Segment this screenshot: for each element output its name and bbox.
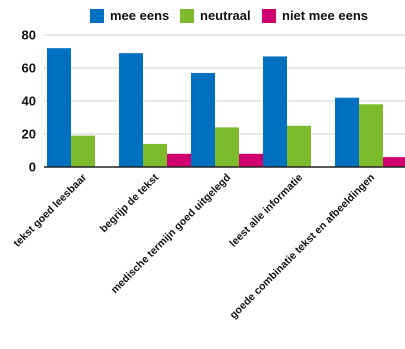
bar-mee-eens-4	[335, 97, 359, 167]
bar-mee-eens-3	[263, 56, 287, 168]
bar-neutraal-0	[71, 135, 95, 167]
bar-neutraal-2	[215, 127, 239, 167]
legend-swatch-neutraal	[180, 9, 194, 23]
x-tick-label-0: tekst goed leesbaar	[11, 172, 89, 250]
bar-niet-mee-eens-4	[383, 157, 405, 167]
bar-neutraal-1	[143, 143, 167, 167]
y-tick-label-80: 80	[22, 28, 36, 43]
y-tick-label-40: 40	[22, 94, 36, 109]
x-tick-label-3: leest alle informatie	[227, 172, 305, 250]
bar-mee-eens-0	[47, 48, 71, 168]
bar-neutraal-4	[359, 104, 383, 167]
y-tick-label-60: 60	[22, 61, 36, 76]
x-tick-label-4: goede combinatie tekst en afbeeldingen	[228, 172, 378, 322]
legend-label-niet-mee-eens: niet mee eens	[282, 8, 368, 23]
bar-niet-mee-eens-1	[167, 153, 191, 167]
x-tick-label-2: medische termijn goed uitgelegd	[109, 172, 233, 296]
bar-mee-eens-1	[119, 53, 143, 167]
y-tick-label-20: 20	[22, 127, 36, 142]
legend: mee eens neutraal niet mee eens	[0, 7, 405, 25]
bar-mee-eens-2	[191, 72, 215, 167]
legend-swatch-niet-mee-eens	[262, 9, 276, 23]
x-tick-label-1: begrijp de tekst	[98, 171, 162, 235]
legend-label-mee-eens: mee eens	[110, 8, 170, 23]
bar-neutraal-3	[287, 125, 311, 167]
legend-label-neutraal: neutraal	[200, 8, 251, 23]
bar-niet-mee-eens-2	[239, 153, 263, 167]
legend-swatch-mee-eens	[90, 9, 104, 23]
y-tick-label-0: 0	[29, 160, 36, 175]
